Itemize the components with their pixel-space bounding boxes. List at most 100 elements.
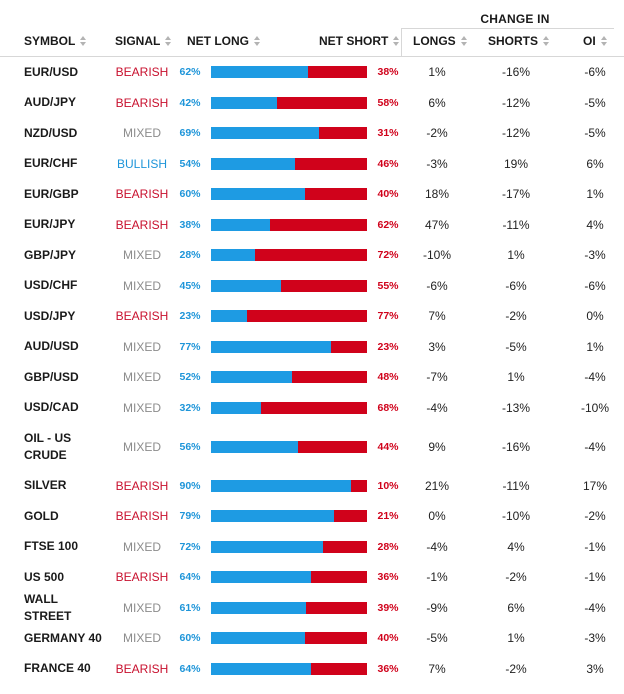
net-long-header-label: NET LONG [187,34,249,48]
sort-net-long-button[interactable]: NET LONG [187,28,260,54]
signal-cell: BEARISH [115,661,169,676]
sort-longs-button[interactable]: LONGS [413,28,467,54]
symbol-cell[interactable]: USD/CHF [24,278,78,292]
symbol-cell[interactable]: EUR/GBP [24,186,79,201]
change-longs-cell: 1% [428,65,446,79]
symbol-cell[interactable]: GBP/USD [24,369,79,384]
net-long-bar [211,401,261,414]
net-short-cell: 46% [377,157,399,170]
symbol-cell[interactable]: GERMANY 40 [24,630,102,645]
table-row[interactable]: GBP/JPY MIXED 28% 72% -10% 1% -3% [0,240,624,270]
table-row[interactable]: NZD/USD MIXED 69% 31% -2% -12% -5% [0,118,624,148]
change-oi-cell: 0% [586,309,604,323]
change-longs-cell: -5% [426,631,448,645]
net-short-bar [211,571,367,583]
symbol-cell[interactable]: GBP/JPY [24,247,77,262]
signal-cell: MIXED [122,439,161,454]
sort-shorts-button[interactable]: SHORTS [488,28,550,54]
sentiment-bar [211,57,367,87]
table-row[interactable]: AUD/USD MIXED 77% 23% 3% -5% 1% [0,331,624,362]
sentiment-bar [211,501,367,531]
net-long-cell: 90% [179,479,201,492]
sentiment-bar [211,562,367,592]
table-row[interactable]: EUR/GBP BEARISH 60% 40% 18% -17% 1% [0,179,624,209]
change-shorts-cell: -12% [501,95,530,110]
table-row[interactable]: AUD/JPY BEARISH 42% 58% 6% -12% -5% [0,87,624,118]
change-shorts-cell: 19% [503,156,529,171]
net-short-bar [211,371,367,383]
symbol-cell[interactable]: AUD/JPY [24,95,77,109]
symbol-cell[interactable]: FTSE 100 [24,539,79,553]
symbol-cell[interactable]: EUR/CHF [24,156,78,170]
net-long-cell: 38% [179,218,201,231]
table-row[interactable]: USD/JPY BEARISH 23% 77% 7% -2% 0% [0,301,624,331]
table-row[interactable]: GERMANY 40 MIXED 60% 40% -5% 1% -3% [0,623,624,653]
sort-net-short-button[interactable]: NET SHORT [319,28,400,54]
net-long-cell: 64% [179,571,201,583]
symbol-cell[interactable]: US 500 [24,569,65,584]
table-row[interactable]: USD/CHF MIXED 45% 55% -6% -6% -6% [0,270,624,301]
change-shorts-cell: -2% [505,661,527,676]
table-row[interactable]: WALL STREET MIXED 61% 39% -9% 6% -4% [0,592,624,623]
table-row[interactable]: GOLD BEARISH 79% 21% 0% -10% -2% [0,501,624,531]
symbol-cell[interactable]: USD/JPY [24,308,76,323]
table-row[interactable]: EUR/CHF BULLISH 54% 46% -3% 19% 6% [0,148,624,179]
symbol-header-label: SYMBOL [24,34,76,48]
table-row[interactable]: EUR/USD BEARISH 62% 38% 1% -16% -6% [0,57,624,87]
net-short-cell: 77% [377,310,399,322]
net-long-bar [211,66,308,78]
sentiment-bar [211,148,367,179]
change-oi-cell: -6% [584,278,606,293]
signal-cell: MIXED [122,370,161,384]
change-oi-cell: -4% [584,439,606,454]
symbol-cell[interactable]: AUD/USD [24,339,79,353]
sentiment-bar [211,531,367,562]
symbol-cell[interactable]: FRANCE 40 [24,661,91,675]
signal-cell: BEARISH [115,187,169,201]
table-row[interactable]: GBP/USD MIXED 52% 48% -7% 1% -4% [0,362,624,392]
signal-cell: MIXED [122,126,161,140]
table-row[interactable]: FTSE 100 MIXED 72% 28% -4% 4% -1% [0,531,624,562]
symbol-cell[interactable]: SILVER [24,478,67,492]
net-short-cell: 55% [377,279,399,292]
change-longs-cell: -2% [426,126,448,140]
sentiment-bar [211,118,367,148]
net-short-header-label: NET SHORT [319,34,389,48]
change-oi-cell: 1% [586,187,604,201]
net-long-cell: 77% [179,340,201,353]
net-short-cell: 44% [377,440,399,453]
symbol-cell[interactable]: GOLD [24,508,59,523]
symbol-cell[interactable]: NZD/USD [24,125,78,140]
sort-signal-button[interactable]: SIGNAL [115,28,172,54]
change-shorts-cell: 1% [507,370,525,384]
symbol-cell[interactable]: EUR/JPY [24,217,76,231]
change-longs-cell: 6% [428,95,446,110]
sentiment-bar [211,653,367,684]
net-short-bar [211,249,367,261]
sort-symbol-button[interactable]: SYMBOL [24,28,87,54]
table-row[interactable]: EUR/JPY BEARISH 38% 62% 47% -11% 4% [0,209,624,240]
table-row[interactable]: USD/CAD MIXED 32% 68% -4% -13% -10% [0,392,624,423]
symbol-cell[interactable]: WALL STREET [24,591,72,623]
table-row[interactable]: FRANCE 40 BEARISH 64% 36% 7% -2% 3% [0,653,624,684]
change-oi-cell: -1% [584,570,606,584]
net-short-bar [211,157,367,170]
net-short-bar [211,279,367,292]
header-divider [0,56,624,57]
sort-oi-button[interactable]: OI [583,28,607,54]
net-short-bar [211,440,367,453]
sentiment-bar [211,179,367,209]
change-longs-cell: -9% [426,600,448,615]
symbol-cell[interactable]: EUR/USD [24,64,79,79]
net-long-bar [211,340,332,353]
net-short-cell: 36% [377,662,399,675]
table-row[interactable]: OIL - US CRUDE MIXED 56% 44% 9% -16% -4% [0,423,624,470]
signal-cell: BEARISH [115,509,169,523]
symbol-cell[interactable]: USD/CAD [24,400,79,414]
net-short-cell: 40% [377,188,399,200]
symbol-cell[interactable]: OIL - US CRUDE [24,430,72,462]
net-long-bar [211,662,311,675]
net-long-bar [211,249,255,261]
table-row[interactable]: SILVER BEARISH 90% 10% 21% -11% 17% [0,470,624,501]
table-row[interactable]: US 500 BEARISH 64% 36% -1% -2% -1% [0,562,624,592]
